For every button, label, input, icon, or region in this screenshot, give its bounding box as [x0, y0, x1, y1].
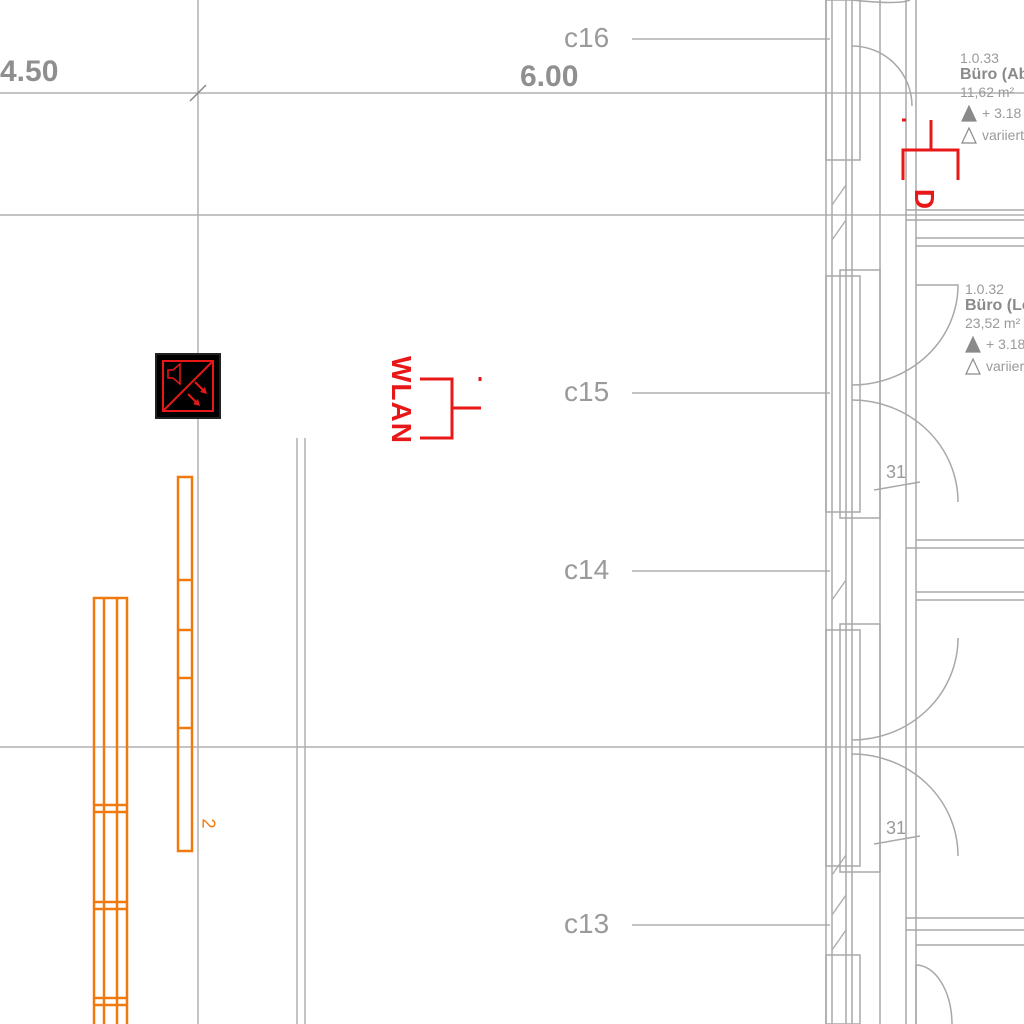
level-symbols [961, 104, 981, 375]
dimension-left: 4.50 [0, 55, 59, 88]
data-outlet-label: D [909, 188, 941, 210]
room-level-top: + 3.18 [986, 336, 1024, 352]
door-swings [851, 0, 959, 1024]
light-fixtures [92, 475, 194, 1024]
room-area: 23,52 m² [965, 315, 1021, 331]
wlan-label: WLAN [386, 356, 417, 444]
room-level-top: + 3.18 [982, 105, 1022, 121]
door-width-label: 31 [886, 462, 907, 482]
room-level-bottom: variiert [982, 127, 1024, 143]
room-name: Büro (Ab [960, 66, 1024, 83]
door-width-label: 31 [886, 818, 907, 838]
lighting-count-label: 2 [198, 818, 219, 829]
axis-label-c13: c13 [564, 908, 610, 939]
room-area: 11,62 m² [960, 84, 1015, 100]
axis-label-c16: c16 [564, 22, 610, 53]
room-number: 1.0.32 [965, 281, 1004, 297]
axis-label-c14: c14 [564, 554, 610, 585]
room-name: Büro (Le [965, 297, 1024, 314]
room-number: 1.0.33 [960, 50, 999, 66]
wall-frames [825, 0, 881, 1024]
room-level-bottom: variiert [986, 358, 1024, 374]
axis-label-c15: c15 [564, 376, 610, 407]
dimension-middle: 6.00 [520, 60, 579, 93]
wall-hatching [831, 184, 847, 951]
wlan-bracket [420, 377, 482, 440]
data-outlet-bracket [901, 118, 960, 180]
room-partitions [906, 209, 1024, 946]
alarm-speaker-icon [155, 353, 221, 419]
